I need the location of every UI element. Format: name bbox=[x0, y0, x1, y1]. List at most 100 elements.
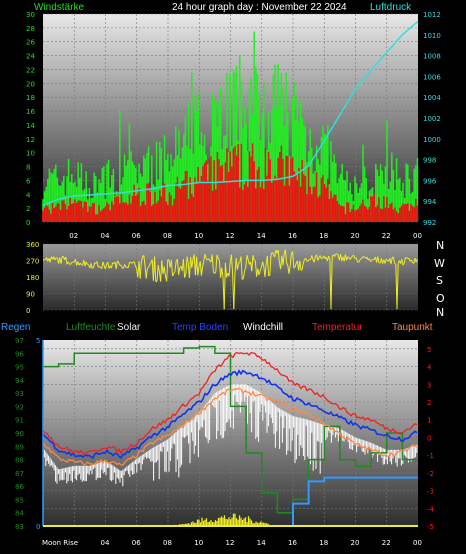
wind-direction-trace bbox=[127, 262, 130, 268]
wind-direction-trace bbox=[288, 265, 291, 274]
wind-direction-trace bbox=[350, 255, 354, 258]
legend-dewpoint: Taupunkt bbox=[392, 322, 433, 333]
wind-direction-trace bbox=[282, 254, 285, 266]
humidity-tick-label: 93 bbox=[15, 390, 24, 398]
wind-direction-trace bbox=[218, 260, 222, 278]
wind-direction-trace bbox=[116, 260, 120, 263]
wind-direction-trace bbox=[396, 263, 399, 310]
wind-direction-trace bbox=[215, 254, 218, 272]
wind-direction-trace bbox=[346, 256, 349, 261]
wind-direction-trace bbox=[228, 262, 231, 277]
direction-tick-label: 90 bbox=[26, 291, 35, 299]
direction-o: O bbox=[436, 292, 445, 305]
humidity-tick-label: 95 bbox=[15, 364, 24, 372]
wind-direction-trace bbox=[241, 277, 244, 280]
wind-direction-trace bbox=[118, 262, 121, 266]
wind-direction-trace bbox=[191, 259, 194, 268]
temperature-tick-label: -1 bbox=[427, 452, 434, 460]
wind-direction-trace bbox=[124, 264, 127, 268]
moon-rise-label: Moon Rise bbox=[42, 539, 78, 547]
wind-direction-trace bbox=[390, 257, 393, 265]
wind-direction-trace bbox=[230, 254, 234, 274]
wind-direction-trace bbox=[221, 267, 224, 278]
humidity-tick-label: 94 bbox=[15, 377, 24, 385]
x-tick-label-top: 14 bbox=[257, 232, 266, 240]
wind-direction-trace bbox=[166, 259, 169, 282]
wind-direction-trace bbox=[403, 257, 406, 264]
wind-direction-trace bbox=[147, 267, 149, 269]
wind-direction-trace bbox=[246, 254, 249, 260]
wind-direction-trace bbox=[262, 261, 265, 267]
wind-direction-trace bbox=[200, 266, 204, 276]
wind-direction-trace bbox=[244, 266, 247, 271]
direction-s: S bbox=[436, 274, 443, 287]
temperature-tick-label: -3 bbox=[427, 488, 434, 496]
wind-direction-trace bbox=[143, 255, 146, 266]
humidity-tick-label: 91 bbox=[15, 417, 24, 425]
pressure-label: Luftdruck bbox=[370, 2, 412, 13]
legend-humidity: Luftfeuchte bbox=[66, 322, 116, 333]
pressure-line bbox=[42, 20, 419, 207]
x-tick-label-bottom: 16 bbox=[288, 539, 297, 547]
axis-labels: 02 04040606080810101212141416161818202022… bbox=[15, 11, 441, 547]
wind-direction-trace bbox=[133, 261, 136, 267]
wind-direction-trace bbox=[202, 260, 205, 267]
wind-direction-trace bbox=[156, 264, 159, 282]
humidity-tick-label: 83 bbox=[15, 523, 24, 531]
wind-direction-trace bbox=[385, 258, 388, 261]
humidity-tick-label: 96 bbox=[15, 350, 24, 358]
wind-tick-label: 0 bbox=[26, 219, 30, 227]
wind-direction-trace bbox=[363, 256, 365, 258]
wind-direction-trace bbox=[101, 261, 104, 269]
wind-direction-trace bbox=[384, 258, 387, 264]
wind-tick-label: 18 bbox=[26, 94, 35, 102]
wind-direction-trace bbox=[294, 262, 297, 268]
humidity-tick-label: 85 bbox=[15, 496, 24, 504]
wind-direction-trace bbox=[223, 262, 226, 310]
wind-direction-trace bbox=[307, 259, 310, 262]
x-tick-label-top: 02 bbox=[69, 232, 78, 240]
x-tick-label-bottom: 00 bbox=[413, 539, 422, 547]
legend-temperature: Temperatur bbox=[312, 322, 363, 333]
humidity-tick-label: 92 bbox=[15, 403, 24, 411]
graph-title: 24 hour graph day : November 22 2024 bbox=[172, 2, 347, 13]
wind-tick-label: 20 bbox=[26, 80, 35, 88]
wind-direction-trace bbox=[131, 261, 134, 264]
line-temp-boden bbox=[42, 369, 418, 460]
x-tick-label-bottom: 06 bbox=[132, 539, 141, 547]
wind-tick-label: 10 bbox=[26, 150, 35, 158]
wind-direction-trace bbox=[173, 271, 176, 274]
wind-direction-trace bbox=[70, 261, 73, 265]
pressure-tick-label: 1006 bbox=[423, 73, 441, 81]
wind-direction-trace bbox=[402, 262, 405, 266]
wind-direction-trace bbox=[340, 254, 343, 262]
x-tick-label-top: 18 bbox=[319, 232, 328, 240]
wind-tick-label: 6 bbox=[26, 177, 31, 185]
wind-direction-trace bbox=[96, 261, 99, 268]
pressure-tick-label: 994 bbox=[423, 198, 437, 206]
wind-direction-trace bbox=[247, 259, 250, 265]
wind-direction-trace bbox=[254, 261, 258, 277]
x-tick-label-bottom: 04 bbox=[101, 539, 110, 547]
wind-tick-label: 28 bbox=[26, 25, 35, 33]
wind-tick-label: 22 bbox=[26, 66, 35, 74]
x-tick-label-top: 10 bbox=[194, 232, 203, 240]
wind-direction-trace bbox=[199, 261, 202, 276]
wind-direction-trace bbox=[277, 250, 280, 263]
humidity-tick-label: 87 bbox=[15, 470, 24, 478]
wind-direction-trace bbox=[364, 256, 367, 259]
wind-direction-trace bbox=[157, 264, 160, 272]
wind-direction-trace bbox=[316, 254, 319, 261]
humidity-tick-label: 90 bbox=[15, 430, 24, 438]
legend-solar: Solar bbox=[117, 322, 141, 333]
temperature-plot bbox=[42, 340, 418, 527]
wind-direction-trace bbox=[178, 267, 181, 275]
wind-direction-trace bbox=[359, 258, 362, 261]
wind-direction-trace bbox=[115, 260, 118, 269]
wind-direction-trace bbox=[104, 264, 108, 270]
wind-direction-trace bbox=[197, 266, 200, 276]
wind-direction-trace bbox=[211, 254, 214, 272]
wind-direction-trace bbox=[289, 253, 292, 266]
wind-direction-trace bbox=[217, 258, 220, 261]
humidity-tick-label: 86 bbox=[15, 483, 24, 491]
